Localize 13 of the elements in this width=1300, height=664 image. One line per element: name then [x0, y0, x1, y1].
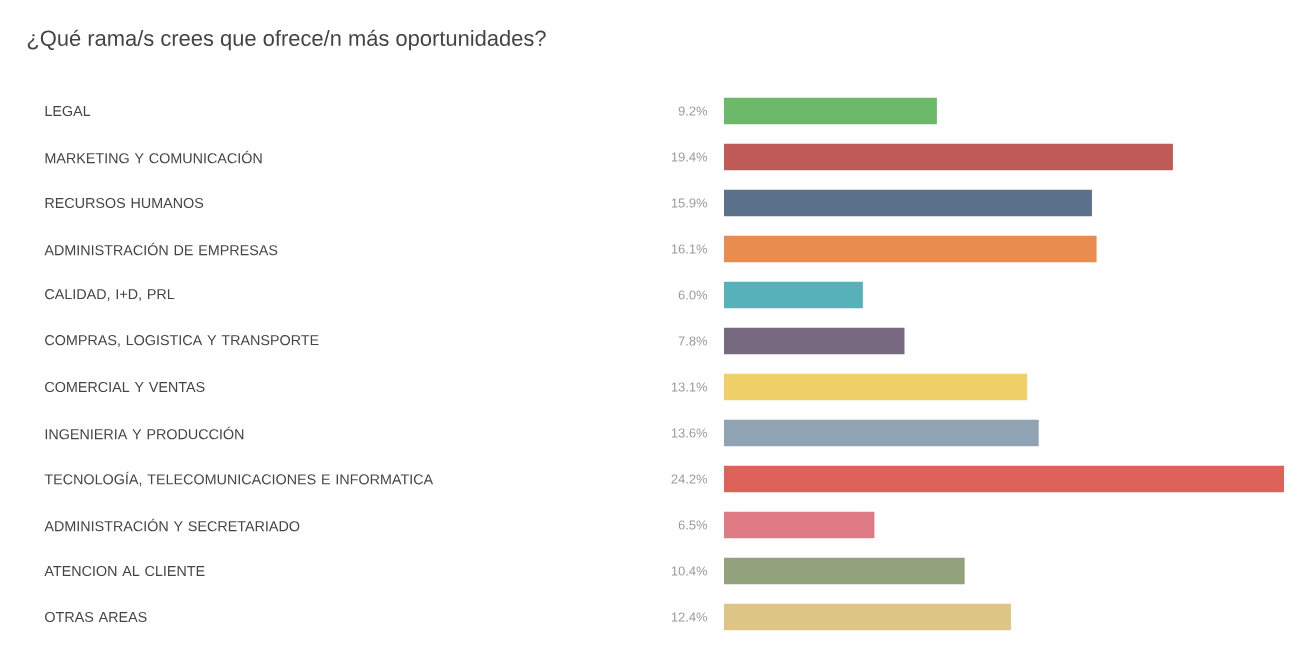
bar — [724, 281, 863, 309]
bar — [724, 465, 1285, 493]
bar — [724, 511, 875, 539]
bar — [724, 373, 1028, 401]
bar — [724, 189, 1092, 217]
bar — [724, 419, 1039, 447]
bar — [724, 603, 1011, 631]
bar — [724, 557, 965, 585]
bar — [724, 327, 905, 355]
text: ¿Qué rama/s crees que ofrece/n más oportunidades? — [27, 29, 546, 51]
bar — [724, 143, 1173, 171]
bar — [724, 97, 937, 125]
bar — [724, 235, 1097, 263]
